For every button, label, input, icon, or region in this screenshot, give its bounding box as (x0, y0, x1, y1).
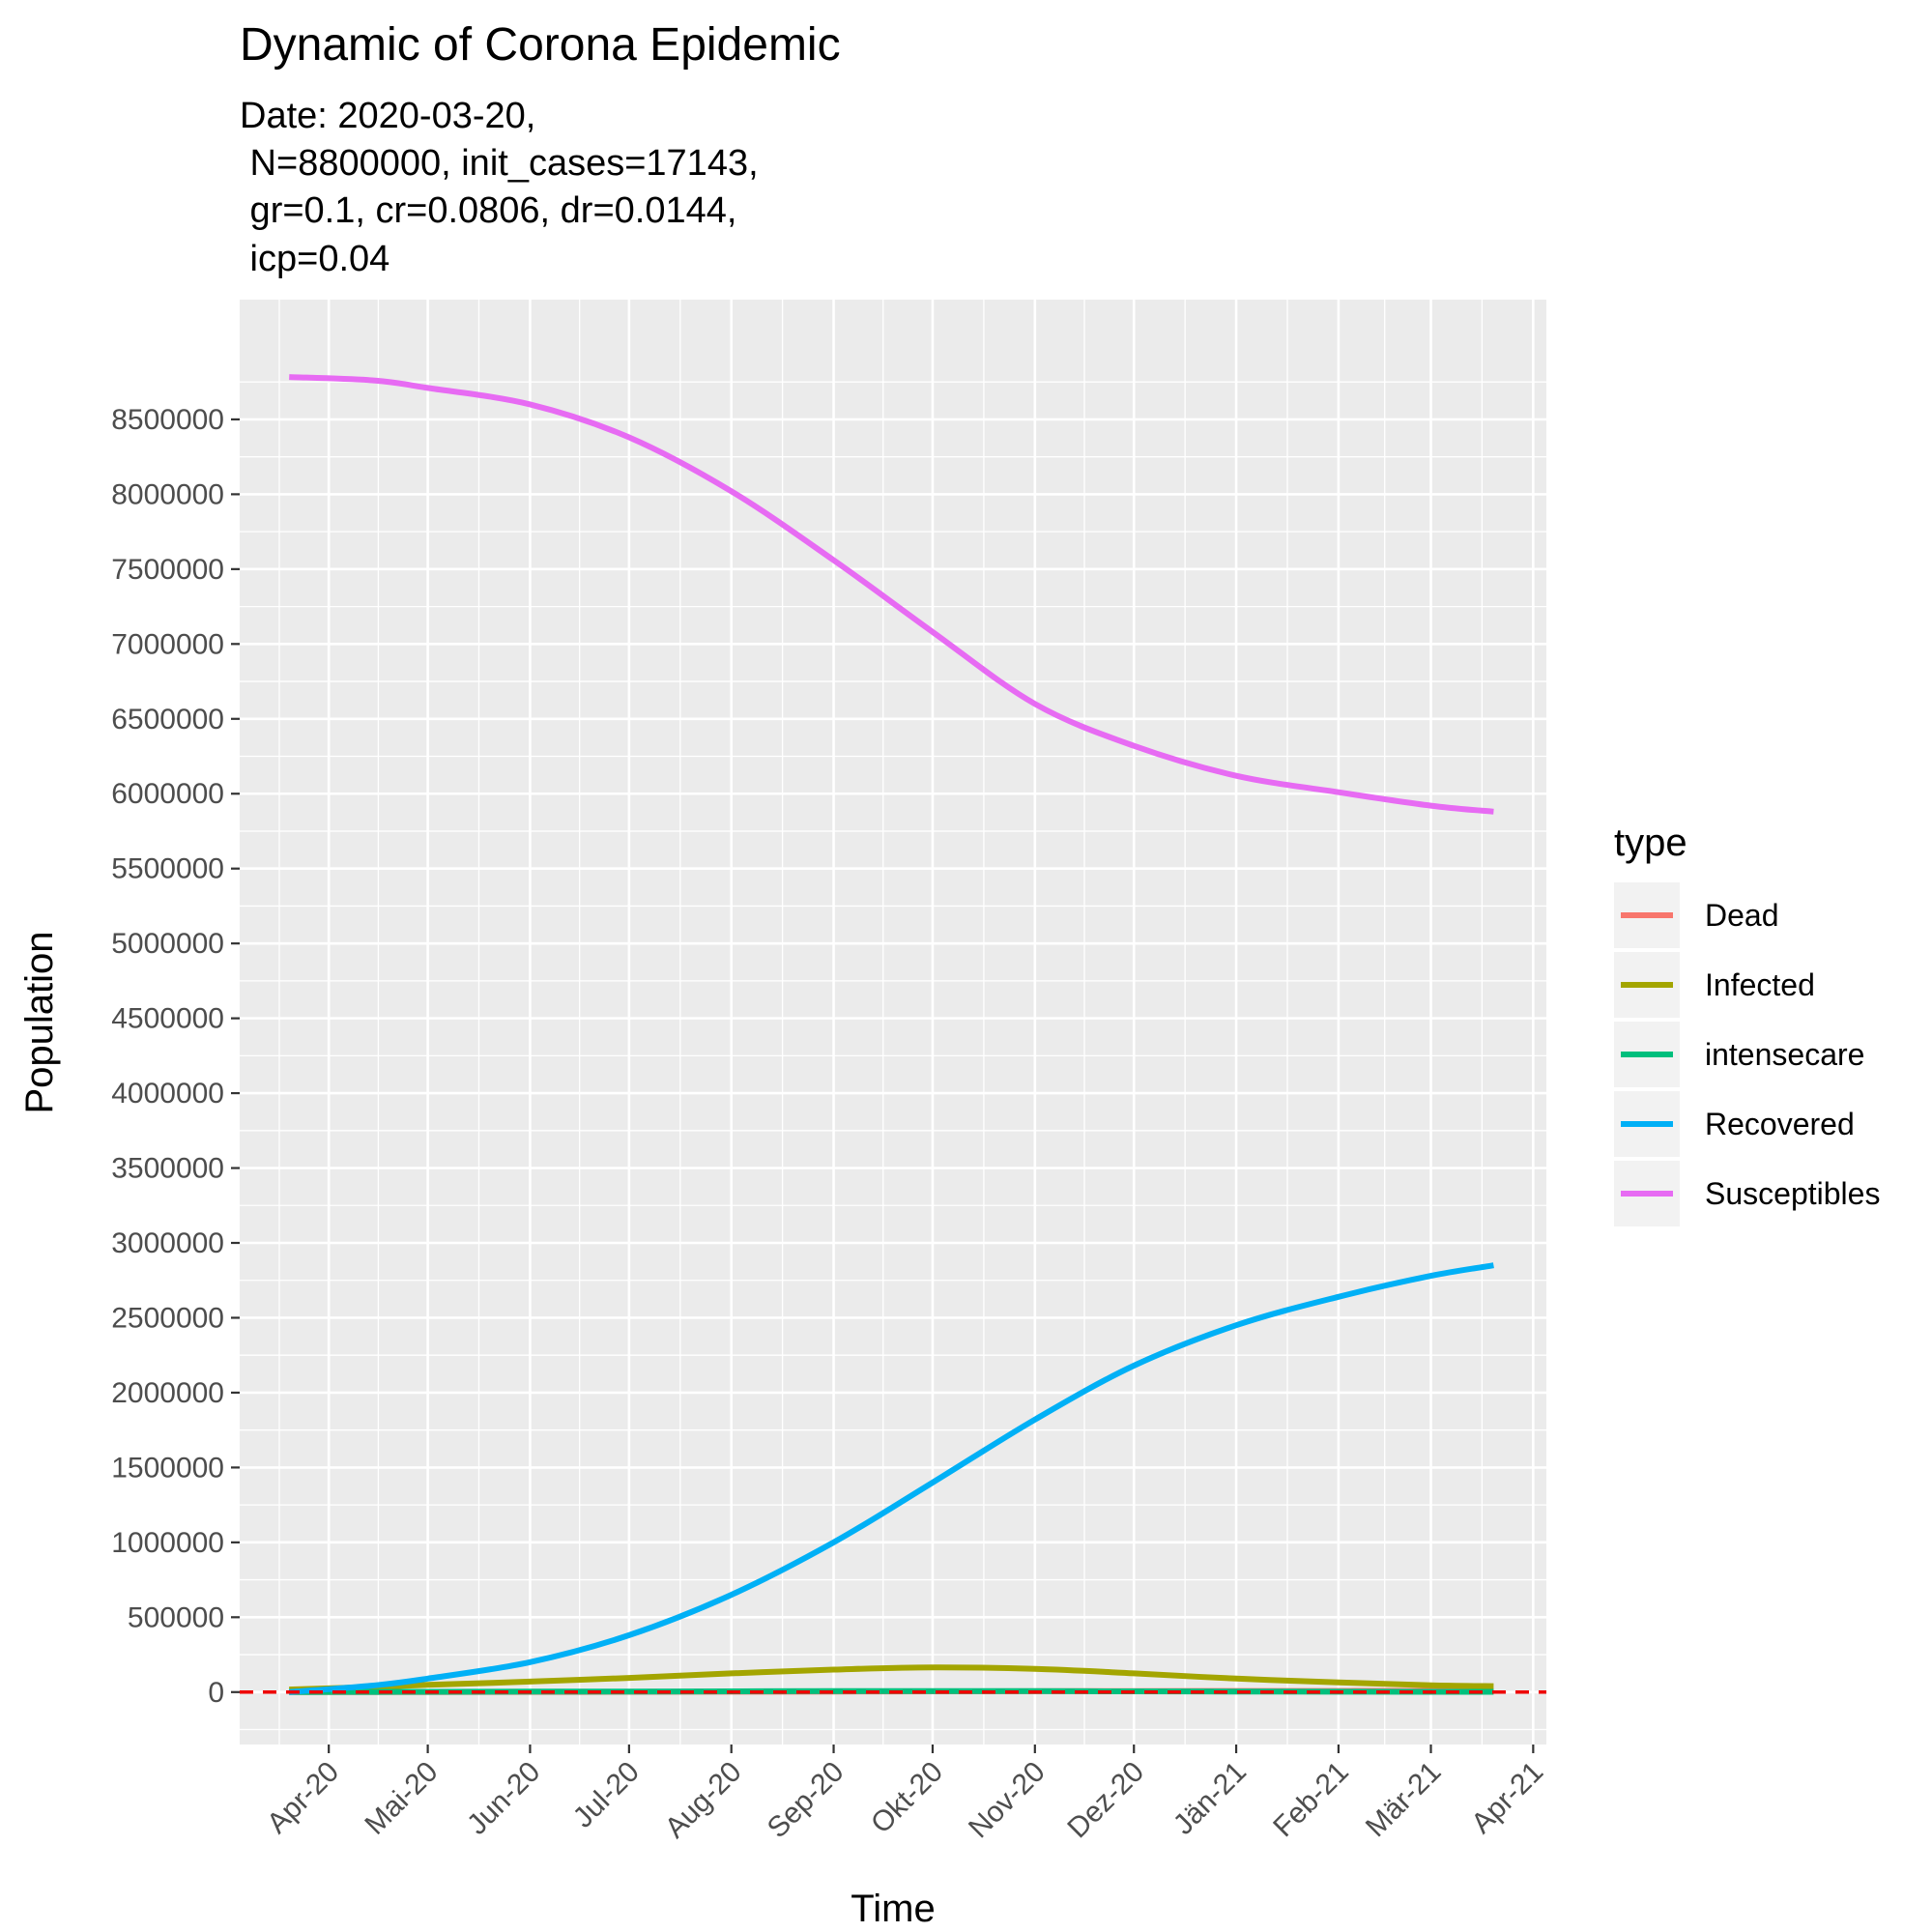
y-tick-label: 2000000 (111, 1377, 224, 1409)
series-line-susceptibles (289, 374, 1494, 815)
x-tick-label: Aug-20 (659, 1756, 748, 1845)
legend-label-recovered: Recovered (1705, 1107, 1855, 1141)
y-tick-label: 2500000 (111, 1302, 224, 1334)
y-tick-label: 7500000 (111, 554, 224, 586)
chart-subtitle-line-1: Date: 2020-03-20, (240, 96, 535, 136)
x-tick-label: Jän-21 (1168, 1756, 1253, 1841)
chart-subtitle-line-4: icp=0.04 (240, 239, 389, 279)
x-tick-label: Apr-21 (1465, 1756, 1549, 1840)
chart-subtitle-line-2: N=8800000, init_cases=17143, (240, 143, 759, 184)
x-tick-label: Jul-20 (567, 1756, 646, 1834)
x-tick-label: Okt-20 (865, 1756, 949, 1840)
legend-label-infected: Infected (1705, 967, 1815, 1002)
y-tick-label: 5500000 (111, 853, 224, 885)
x-tick-label: Feb-21 (1267, 1756, 1355, 1844)
legend-label-dead: Dead (1705, 898, 1779, 933)
y-tick-label: 500000 (128, 1601, 224, 1633)
legend-label-intensecare: intensecare (1705, 1037, 1864, 1072)
y-tick-label: 0 (208, 1677, 224, 1709)
y-tick-label: 6500000 (111, 704, 224, 735)
x-tick-label: Mai-20 (359, 1756, 444, 1841)
y-tick-label: 4000000 (111, 1078, 224, 1110)
x-tick-label: Apr-20 (261, 1756, 345, 1840)
x-tick-label: Dez-20 (1061, 1756, 1150, 1845)
legend-label-susceptibles: Susceptibles (1705, 1176, 1880, 1211)
y-tick-label: 4500000 (111, 1003, 224, 1035)
y-tick-label: 1500000 (111, 1452, 224, 1484)
y-tick-label: 1000000 (111, 1527, 224, 1559)
y-axis-title: Population (18, 931, 61, 1113)
x-tick-label: Jun-20 (461, 1756, 546, 1841)
y-tick-label: 3500000 (111, 1153, 224, 1185)
y-tick-label: 6000000 (111, 778, 224, 810)
y-tick-label: 5000000 (111, 928, 224, 960)
y-axis: 0 500000 1000000 1500000 2000000 2500000 30000… (111, 404, 240, 1709)
series-line-infected (289, 1664, 1494, 1693)
x-tick-label: Mär-21 (1360, 1756, 1448, 1844)
x-tick-label: Nov-20 (963, 1756, 1052, 1845)
legend: Dead Infected intensecare Recovered Suscepti… (1614, 882, 1880, 1226)
plot-panel (240, 300, 1546, 1745)
y-tick-label: 8500000 (111, 404, 224, 436)
y-tick-label: 3000000 (111, 1227, 224, 1259)
chart-title: Dynamic of Corona Epidemic (240, 19, 841, 71)
x-axis-title: Time (851, 1888, 935, 1930)
x-axis: Apr-20 Mai-20 Jun-20 Jul-20 Aug-20 Sep-20 Okt-… (261, 1745, 1549, 1844)
y-tick-label: 7000000 (111, 628, 224, 660)
grid (240, 300, 1546, 1745)
x-tick-label: Sep-20 (762, 1756, 851, 1845)
chart-subtitle-line-3: gr=0.1, cr=0.0806, dr=0.0144, (240, 190, 736, 231)
y-tick-label: 8000000 (111, 478, 224, 510)
series-line-recovered (288, 1262, 1494, 1695)
legend-title: type (1614, 822, 1687, 864)
